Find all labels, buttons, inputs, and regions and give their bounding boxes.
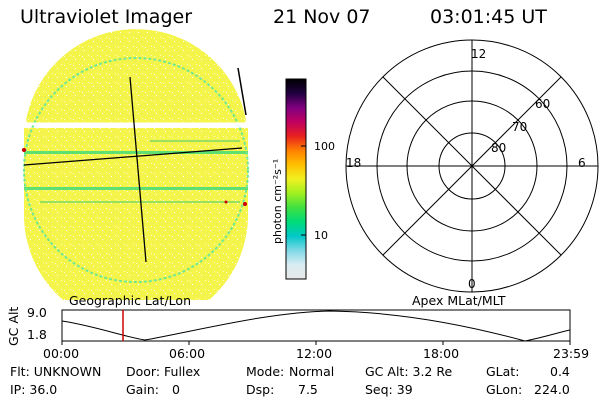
colorbar-tick-label: 100 (314, 140, 335, 153)
mlt-label-18: 18 (346, 156, 362, 170)
mode-label: Mode: (246, 364, 285, 379)
timeline-x-tick: 18:00 (423, 346, 460, 361)
timeline-ticks (61, 341, 571, 345)
disk-fill (24, 29, 248, 300)
uv-image-disk (22, 29, 249, 300)
timeline-y-tick: 1.8 (27, 327, 47, 342)
glon-label: GLon: (486, 382, 523, 397)
instrument-title: Ultraviolet Imager (20, 6, 193, 28)
observation-date: 21 Nov 07 (273, 6, 371, 28)
gain-label: Gain: (126, 382, 159, 397)
glat-value: 0.4 (550, 364, 570, 379)
hot-pixel (224, 200, 228, 204)
colorbar-tick-label: 10 (314, 229, 328, 242)
mode-value: Normal (289, 364, 335, 379)
timeline-y-label: GC Alt (6, 306, 21, 346)
door-info: Door: Fullex (126, 364, 201, 379)
mlt-label-6: 6 (578, 156, 586, 170)
polar-grid (345, 39, 599, 293)
image-projection-label: Geographic Lat/Lon (69, 293, 191, 308)
dsp-value: 7.5 (298, 382, 318, 397)
mlt-label-0: 0 (468, 277, 476, 291)
scan-gap-band (24, 187, 248, 190)
glat-label: GLat: (486, 364, 520, 379)
mlat-label-60: 60 (535, 97, 551, 111)
timeline-x-tick: 00:00 (43, 346, 80, 361)
timeline-frame (61, 309, 571, 342)
hot-pixel (243, 202, 247, 206)
timeline-x-tick: 06:00 (169, 346, 206, 361)
scan-gap-band (150, 140, 240, 142)
scan-gap-band (40, 201, 240, 203)
timeline-x-tick: 23:59 (553, 346, 590, 361)
disk-limb (23, 57, 249, 283)
glon-value: 224.0 (534, 382, 570, 397)
timeline-x-tick: 12:00 (296, 346, 333, 361)
mlat-label-80: 80 (491, 141, 507, 155)
gc-altitude-curve (61, 310, 571, 342)
mlt-line-diagonal (382, 76, 562, 256)
colorbar-unit-label: photon cm⁻²s⁻¹ (271, 158, 284, 244)
mlt-label-12: 12 (471, 47, 487, 61)
observation-time: 03:01:45 UT (430, 6, 547, 28)
ip-info: IP: 36.0 (10, 382, 58, 397)
meridian-line (129, 76, 147, 263)
dsp-label: Dsp: (246, 382, 275, 397)
polar-projection-label: Apex MLat/MLT (412, 293, 506, 308)
flight-info: Flt: UNKNOWN (10, 364, 102, 379)
timeline-y-tick: 9.0 (27, 305, 47, 320)
terminator-mark (237, 67, 247, 116)
hot-pixel (22, 148, 26, 152)
mlat-label-70: 70 (512, 120, 528, 134)
colorbar (285, 78, 307, 280)
scan-gap-band (24, 151, 248, 154)
gc-alt-info: GC Alt: 3.2 Re (365, 364, 453, 379)
seq-info: Seq: 39 (365, 382, 413, 397)
gain-value: 0 (172, 382, 180, 397)
latitude-line (23, 147, 243, 166)
